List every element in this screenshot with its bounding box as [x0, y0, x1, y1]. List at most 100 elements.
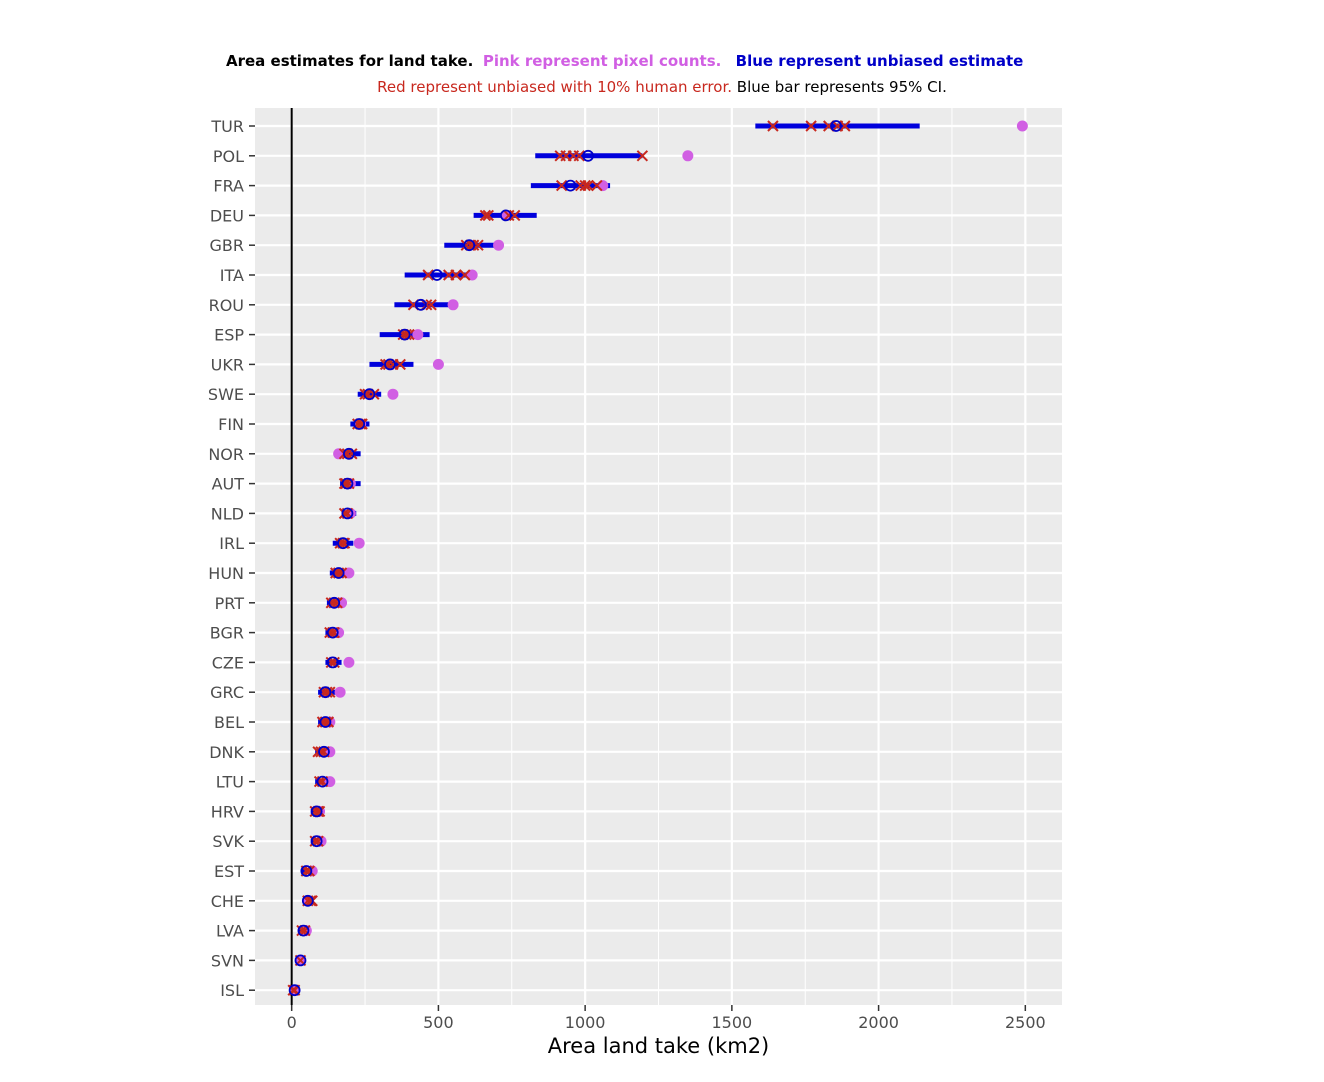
cross-stroke: [313, 805, 326, 818]
pixel-count-point-grc: [334, 686, 346, 698]
cross-stroke: [509, 209, 521, 222]
unbiased-point-cze: [326, 656, 339, 669]
human-error-cross-dnk: [315, 746, 327, 758]
pixel-count-point-fra: [597, 180, 609, 192]
x-tick-label: 500: [423, 1013, 454, 1032]
unbiased-point-svn: [294, 954, 307, 967]
y-tick-label-prt: PRT: [215, 594, 245, 613]
unbiased-point-esp: [398, 328, 411, 341]
unbiased-point-isl: [288, 984, 301, 997]
human-error-cross-che: [305, 895, 317, 907]
human-error-cross-aut: [338, 477, 351, 490]
y-tick-label-aut: AUT: [212, 475, 245, 494]
y-tick-label-che: CHE: [211, 892, 244, 911]
y-tick-label-bel: BEL: [214, 713, 244, 732]
y-tick-label-cze: CZE: [212, 653, 244, 672]
y-tick-label-ita: ITA: [220, 266, 244, 285]
unbiased-point-grc: [319, 686, 332, 699]
human-error-cross-tur: [805, 120, 817, 132]
y-tick-label-bgr: BGR: [210, 624, 244, 643]
human-error-cross-deu: [482, 209, 495, 222]
title-segment-blue: Blue represent unbiased estimate: [735, 52, 1024, 70]
cross-stroke: [573, 150, 585, 162]
y-tick-label-lva: LVA: [216, 922, 244, 941]
human-error-cross-hrv: [313, 805, 326, 818]
y-tick-label-grc: GRC: [210, 683, 244, 702]
pixel-count-point-hun: [343, 567, 355, 579]
y-tick-label-ltu: LTU: [216, 773, 244, 792]
unbiased-point-bel: [319, 716, 332, 728]
unbiased-point-rou: [414, 298, 427, 311]
human-error-cross-fra: [582, 179, 594, 192]
cross-stroke: [582, 179, 594, 192]
title-segment-red: Red represent unbiased with 10% human er…: [377, 78, 732, 96]
y-tick-label-hrv: HRV: [211, 802, 244, 821]
unbiased-point-hun: [332, 567, 345, 579]
human-error-cross-ita: [450, 269, 462, 281]
y-tick-label-isl: ISL: [220, 981, 244, 1000]
cross-stroke: [482, 209, 495, 222]
data-marks: [287, 120, 1028, 997]
cross-stroke: [591, 179, 603, 192]
human-error-cross-pol: [573, 150, 585, 162]
unbiased-point-prt: [328, 596, 341, 609]
unbiased-point-che: [301, 894, 314, 907]
cross-stroke: [479, 209, 492, 222]
pixel-count-point-ukr: [432, 358, 444, 370]
pixel-count-point-esp: [412, 329, 424, 341]
human-error-cross-ita: [459, 269, 471, 281]
unbiased-point-bgr: [326, 626, 339, 639]
y-tick-label-deu: DEU: [210, 206, 244, 225]
y-tick-label-svn: SVN: [211, 951, 244, 970]
grid-lines: [255, 108, 1062, 1005]
human-error-cross-nld: [338, 507, 351, 520]
cross-stroke: [805, 120, 817, 132]
unbiased-point-dnk: [318, 745, 330, 758]
cross-stroke: [425, 299, 437, 311]
human-error-cross-ita: [422, 269, 434, 281]
cross-stroke: [322, 716, 335, 728]
y-tick-label-svk: SVK: [212, 832, 244, 851]
x-tick-label: 0: [287, 1013, 297, 1032]
y-tick-label-nor: NOR: [208, 445, 244, 464]
y-tick-label-dnk: DNK: [209, 743, 244, 762]
y-tick-label-esp: ESP: [214, 326, 244, 345]
cross-stroke: [305, 895, 317, 907]
cross-stroke: [334, 537, 346, 549]
x-axis: 0 500 1000 1500 2000 2500: [287, 1005, 1046, 1032]
unbiased-point-gbr: [463, 239, 476, 252]
x-tick-label: 2000: [858, 1013, 899, 1032]
unbiased-point-fin: [353, 418, 366, 430]
cross-stroke: [767, 120, 779, 132]
human-error-cross-ltu: [313, 775, 326, 788]
human-error-cross-pol: [636, 150, 649, 162]
unbiased-point-ukr: [384, 358, 396, 371]
human-error-cross-irl: [334, 537, 346, 549]
unbiased-point-swe: [363, 388, 376, 401]
unbiased-point-pol: [582, 149, 594, 162]
human-error-cross-fra: [591, 179, 603, 192]
x-tick-label: 1500: [712, 1013, 753, 1032]
y-tick-label-rou: ROU: [209, 296, 244, 315]
unbiased-point-est: [300, 865, 313, 877]
human-error-cross-est: [303, 865, 315, 877]
unbiased-point-nld: [341, 507, 354, 520]
cross-stroke: [338, 477, 351, 490]
unbiased-point-hrv: [310, 805, 323, 818]
unbiased-point-fra: [564, 179, 577, 192]
cross-stroke: [331, 597, 343, 609]
pixel-count-point-pol: [682, 150, 694, 162]
cross-stroke: [313, 775, 326, 788]
pixel-count-point-tur: [1016, 120, 1028, 132]
y-tick-label-gbr: GBR: [210, 236, 245, 255]
cross-stroke: [346, 448, 358, 460]
unbiased-point-ita: [431, 269, 443, 281]
x-tick-label: 1000: [565, 1013, 606, 1032]
y-tick-label-nld: NLD: [211, 504, 244, 523]
pixel-count-point-rou: [447, 299, 459, 311]
human-error-cross-ukr: [394, 358, 406, 371]
unbiased-point-svk: [310, 835, 323, 848]
y-tick-label-fra: FRA: [213, 177, 244, 196]
human-error-cross-bel: [322, 716, 335, 728]
cross-stroke: [356, 418, 368, 430]
